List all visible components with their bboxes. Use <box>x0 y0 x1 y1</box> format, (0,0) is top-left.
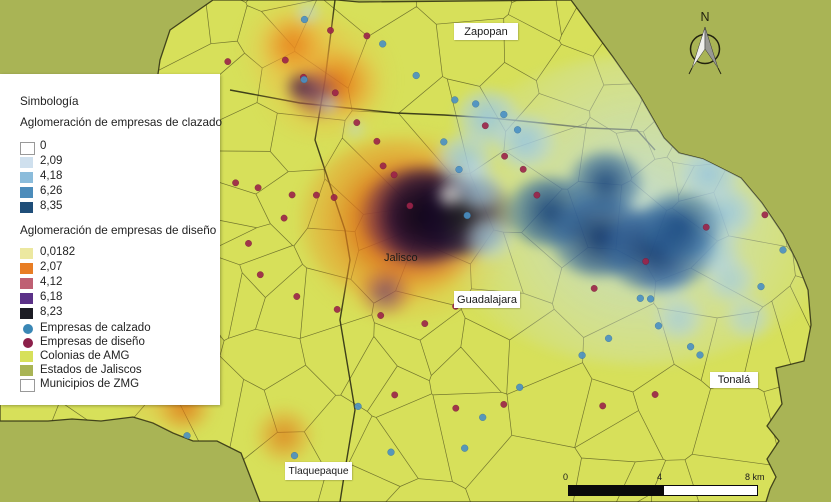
svg-text:N: N <box>700 10 709 24</box>
